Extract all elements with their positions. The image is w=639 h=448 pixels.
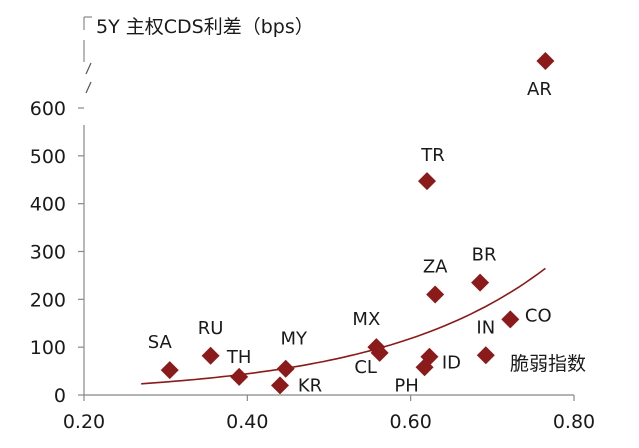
point-label-th: TH — [226, 347, 252, 368]
point-marker-my — [276, 359, 295, 378]
y-ticks: 0 100 200 300 400 500 600 — [30, 98, 84, 407]
point-label-ru: RU — [198, 318, 224, 339]
point-marker-th — [230, 367, 249, 386]
point-label-ph: PH — [394, 375, 418, 396]
point-label-in: IN — [476, 317, 495, 338]
axes — [83, 16, 574, 396]
point-label-co: CO — [525, 305, 552, 326]
y-tick-label: 400 — [30, 194, 66, 216]
x-tick-label: 0.80 — [553, 411, 595, 433]
point-label-za: ZA — [423, 257, 448, 278]
trend-line — [141, 267, 546, 385]
point-marker-ar — [536, 52, 555, 70]
point-marker-za — [426, 285, 445, 304]
point-label-tr: TR — [420, 145, 445, 166]
point-label-ar: AR — [527, 79, 552, 100]
point-label-sa: SA — [148, 332, 173, 353]
y-tick-label: 0 — [54, 385, 66, 407]
x-tick-label: 0.60 — [390, 411, 432, 433]
y-tick-label: 600 — [30, 98, 66, 120]
y-tick-label: 100 — [30, 337, 66, 359]
y-tick-label: 500 — [30, 146, 66, 168]
axis-break-mark — [85, 62, 92, 94]
point-label-cl: CL — [354, 357, 377, 378]
point-marker-br — [471, 273, 490, 292]
point-marker-sa — [160, 361, 179, 380]
point-label-kr: KR — [298, 375, 322, 396]
x-tick-label: 0.20 — [63, 411, 105, 433]
point-label-id: ID — [442, 353, 461, 374]
x-tick-label: 0.40 — [226, 411, 268, 433]
point-marker-in — [476, 346, 495, 365]
x-axis-label: 脆弱指数 — [510, 353, 586, 375]
point-marker-cl — [370, 343, 389, 362]
point-marker-co — [501, 310, 520, 329]
point-label-mx: MX — [352, 309, 380, 330]
y-tick-label: 300 — [30, 242, 66, 264]
y-tick-label: 200 — [30, 289, 66, 311]
point-marker-kr — [271, 376, 289, 395]
x-ticks: 0.20 0.40 0.60 0.80 — [63, 395, 595, 433]
point-label-br: BR — [472, 245, 497, 266]
point-marker-id — [420, 347, 439, 366]
data-points — [160, 52, 555, 395]
point-marker-tr — [418, 172, 436, 191]
point-label-my: MY — [280, 329, 308, 350]
point-marker-ru — [201, 346, 220, 365]
chart-title: 5Y 主权CDS利差（bps） — [96, 16, 314, 38]
